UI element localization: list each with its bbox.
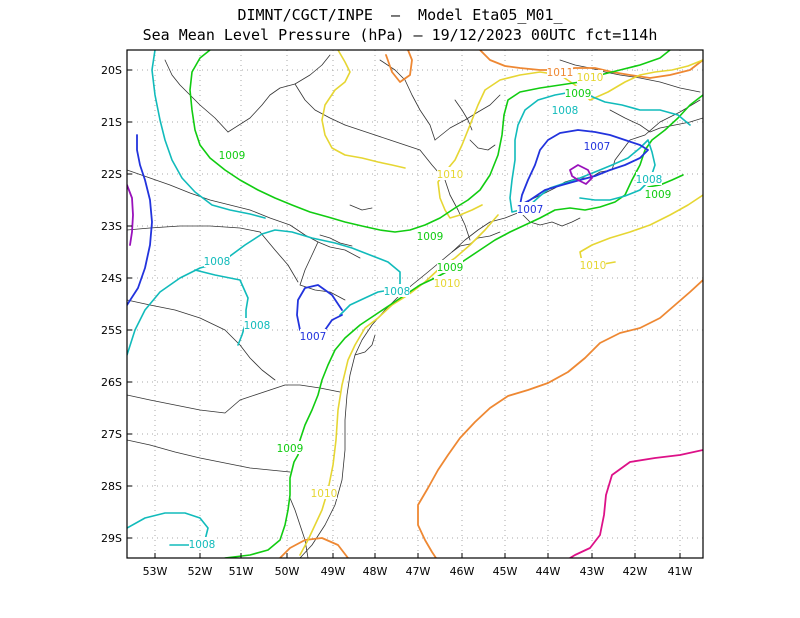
- contour-label: 1011: [547, 67, 574, 79]
- lon-tick-label: 45W: [493, 565, 518, 578]
- lat-tick-label: 21S: [101, 116, 122, 129]
- contour-label-background: [517, 202, 543, 215]
- contour-label: 1010: [580, 260, 607, 272]
- lat-tick-label: 24S: [101, 272, 122, 285]
- contour-label-background: [580, 258, 606, 271]
- contour-label: 1009: [417, 231, 444, 243]
- contour-label-background: [300, 329, 326, 342]
- lon-tick-label: 44W: [536, 565, 561, 578]
- lat-tick-label: 26S: [101, 376, 122, 389]
- isobar-1006: [127, 164, 593, 246]
- lat-tick-label: 25S: [101, 324, 122, 337]
- lon-tick-label: 51W: [229, 565, 254, 578]
- contour-label-background: [584, 139, 610, 152]
- lon-tick-label: 53W: [143, 565, 168, 578]
- isobar-1010: [299, 50, 703, 556]
- lon-tick-label: 48W: [363, 565, 388, 578]
- contour-label: 1009: [437, 262, 464, 274]
- contour-label-background: [565, 86, 591, 99]
- coastline-borders: [127, 54, 703, 558]
- contour-label: 1010: [577, 72, 604, 84]
- lat-tick-label: 23S: [101, 220, 122, 233]
- contour-label: 1008: [204, 256, 231, 268]
- lon-tick-label: 50W: [275, 565, 300, 578]
- axis-ticks: [127, 69, 681, 558]
- isobar-1012: [569, 449, 703, 558]
- isobar-1007: [127, 129, 649, 336]
- grid: [127, 50, 703, 558]
- contour-label-background: [552, 103, 578, 116]
- isobar-1011: [279, 50, 703, 558]
- contour-label-background: [189, 537, 215, 550]
- contour-label: 1009: [219, 150, 246, 162]
- contour-label: 1009: [277, 443, 304, 455]
- contour-label-background: [219, 148, 245, 161]
- lat-tick-label: 20S: [101, 64, 122, 77]
- lon-tick-label: 41W: [668, 565, 693, 578]
- lat-tick-label: 28S: [101, 480, 122, 493]
- lon-tick-label: 47W: [406, 565, 431, 578]
- longitude-axis: 53W 52W 51W 50W 49W 48W 47W 46W 45W 44W 43W 42W 41W: [143, 565, 693, 578]
- contour-label-background: [636, 172, 662, 185]
- contour-label: 1009: [565, 88, 592, 100]
- contour-label-background: [577, 70, 603, 83]
- latitude-axis: 20S 21S 22S 23S 24S 25S 26S 27S 28S 29S: [101, 64, 122, 545]
- contour-label: 1008: [244, 320, 271, 332]
- contour-label-background: [384, 284, 410, 297]
- contour-label-background: [437, 260, 463, 273]
- contour-label-background: [417, 229, 443, 242]
- contour-label-background: [645, 187, 671, 200]
- contour-label-background: [547, 65, 573, 78]
- lon-tick-label: 42W: [623, 565, 648, 578]
- lat-tick-label: 27S: [101, 428, 122, 441]
- contour-label-background: [244, 318, 270, 331]
- plot-frame: [126, 49, 704, 559]
- contour-label: 1008: [189, 539, 216, 551]
- contour-label-background: [434, 276, 460, 289]
- isobar-1009: [189, 50, 703, 558]
- contour-label: 1008: [384, 286, 411, 298]
- chart-subtitle: Sea Mean Level Pressure (hPa) — 19/12/20…: [142, 26, 658, 44]
- contour-label-background: [204, 254, 230, 267]
- contour-label: 1009: [645, 189, 672, 201]
- contour-label: 1010: [437, 169, 464, 181]
- lat-tick-label: 22S: [101, 168, 122, 181]
- contour-label: 1010: [434, 278, 461, 290]
- contour-label-background: [311, 486, 337, 499]
- contour-label: 1010: [311, 488, 338, 500]
- contour-label: 1007: [517, 204, 544, 216]
- lat-tick-label: 29S: [101, 532, 122, 545]
- lon-tick-label: 43W: [580, 565, 605, 578]
- lon-tick-label: 49W: [321, 565, 346, 578]
- chart-title: DIMNT/CGCT/INPE — Model Eta05_M01_: [237, 6, 563, 24]
- contour-label: 1007: [300, 331, 327, 343]
- contour-label: 1008: [552, 105, 579, 117]
- contour-label: 1008: [636, 174, 663, 186]
- contour-label-background: [437, 167, 463, 180]
- lon-tick-label: 46W: [450, 565, 475, 578]
- contour-label: 1007: [584, 141, 611, 153]
- lon-tick-label: 52W: [188, 565, 213, 578]
- contour-label-background: [277, 441, 303, 454]
